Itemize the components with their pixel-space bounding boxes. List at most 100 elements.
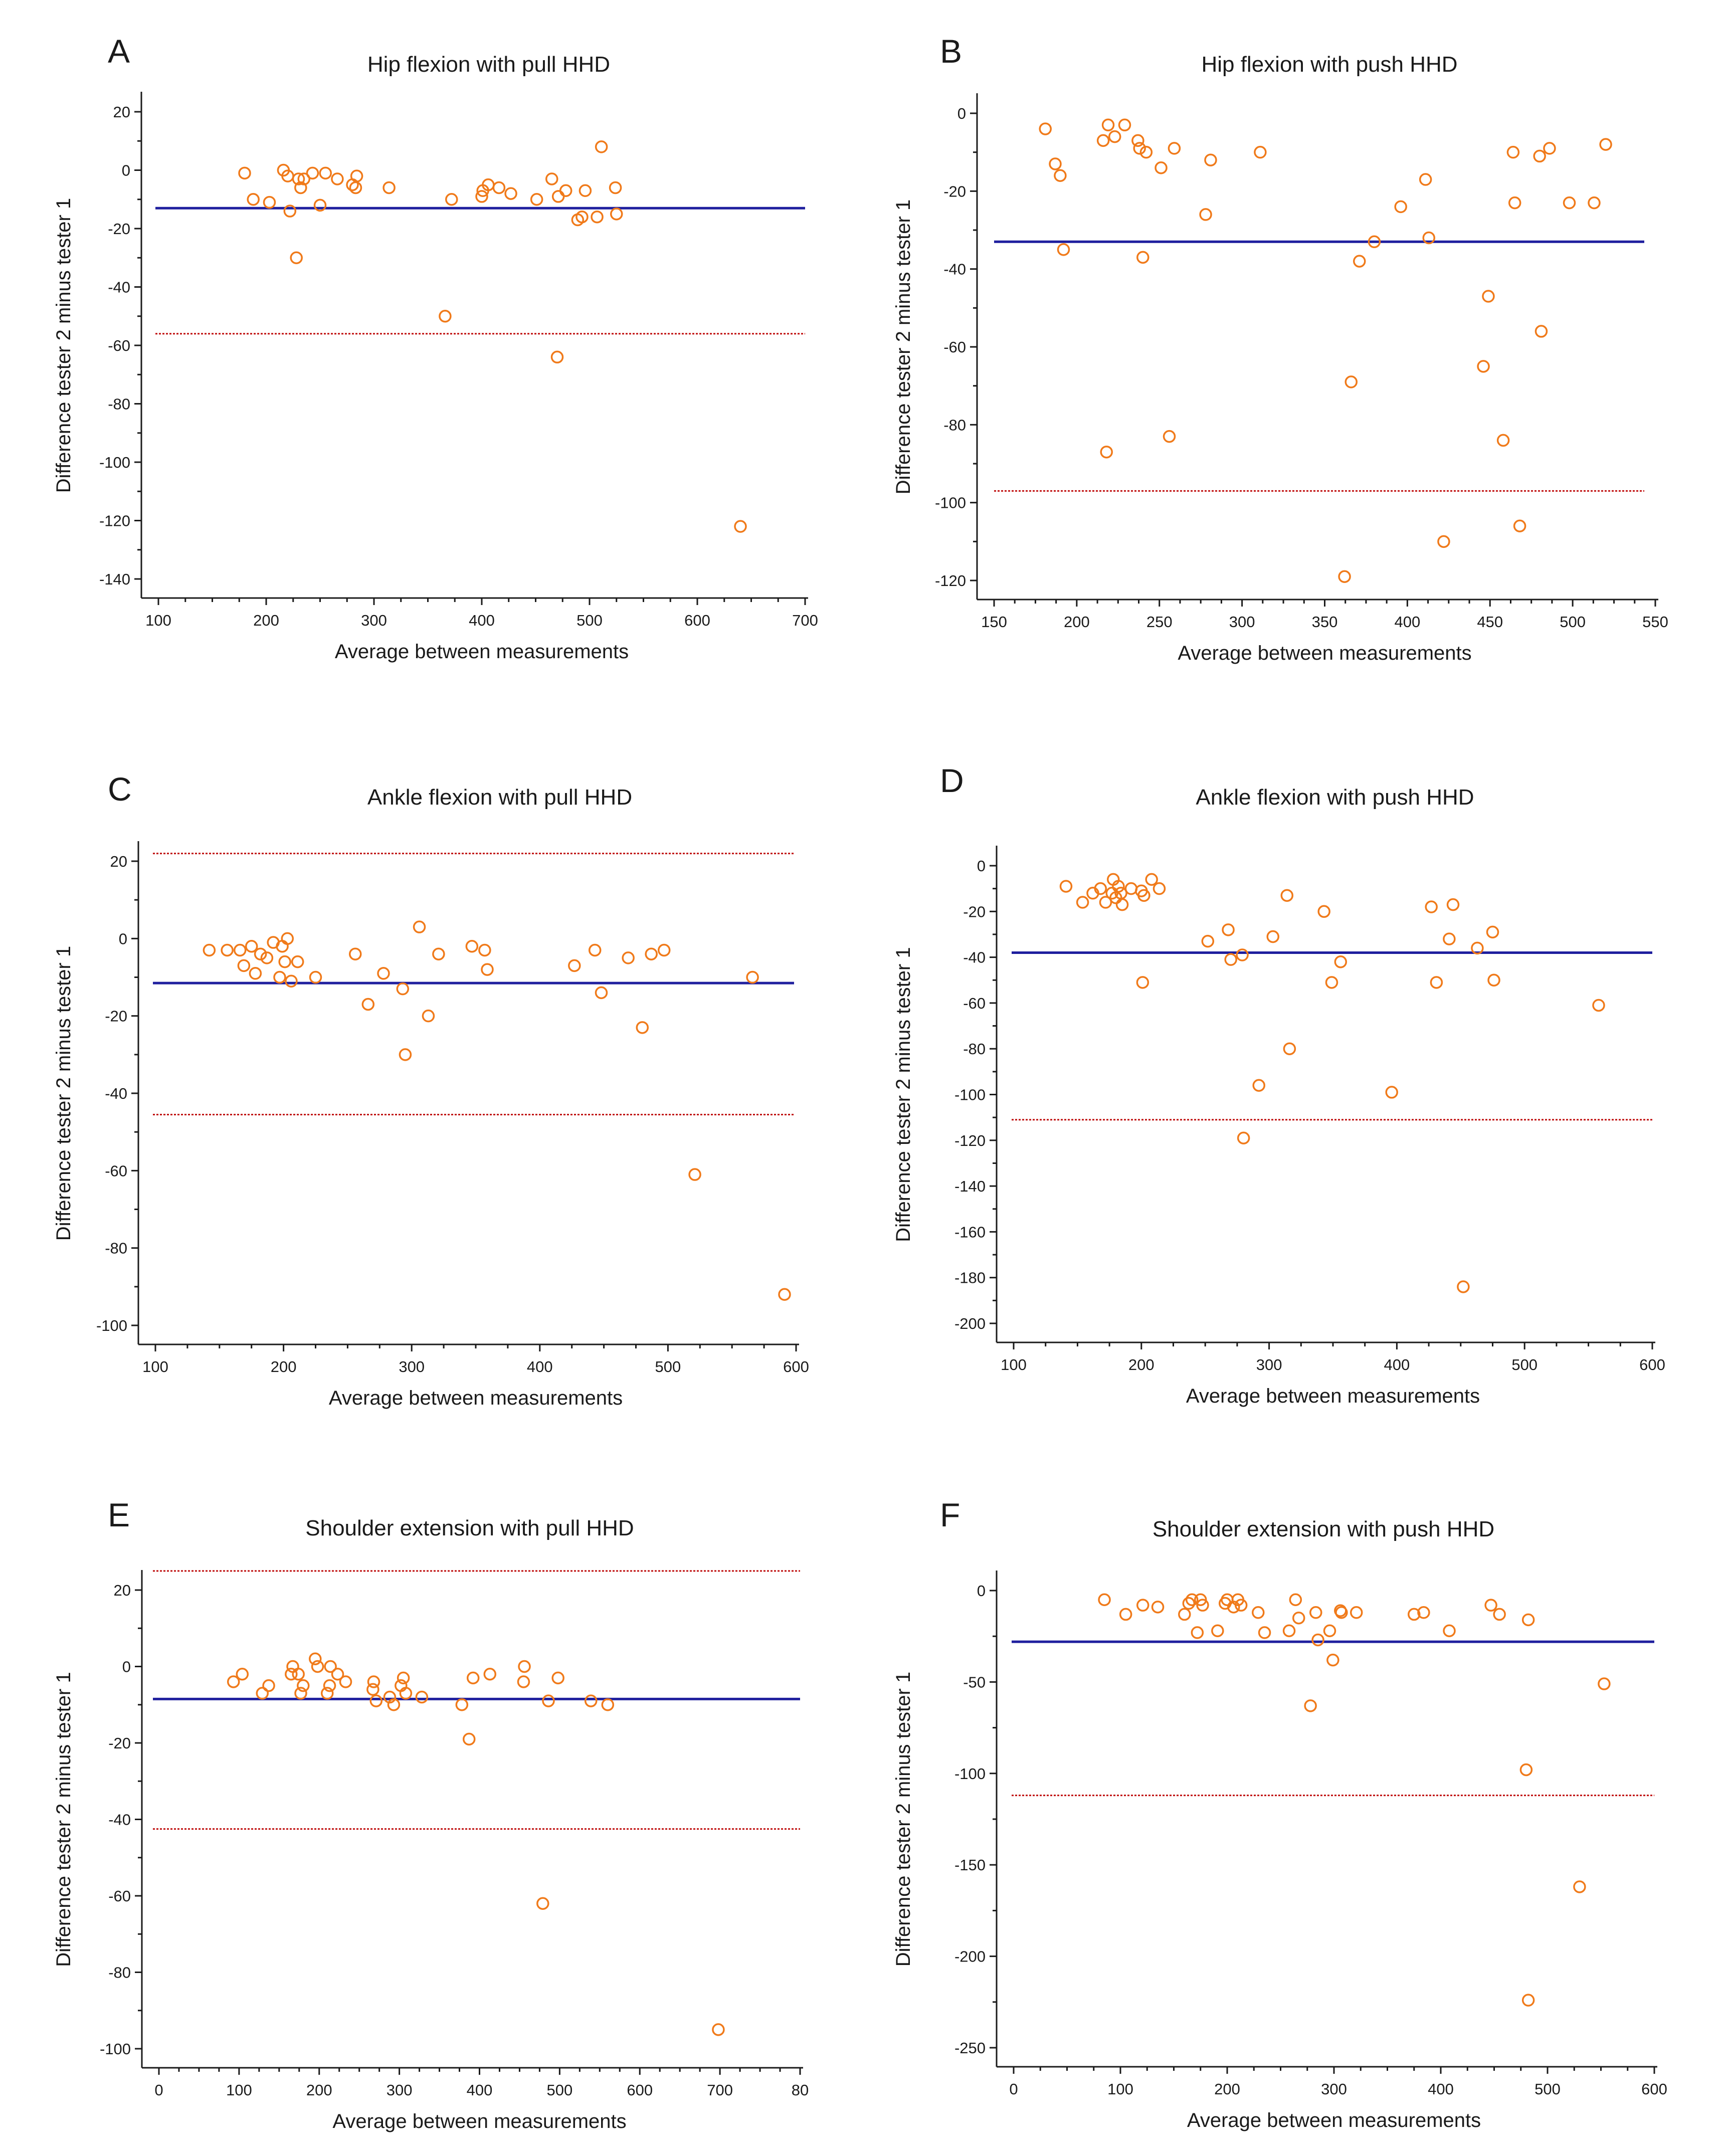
data-point xyxy=(281,932,294,945)
data-point xyxy=(262,1679,275,1692)
x-tick-label: 300 xyxy=(387,2081,413,2099)
y-tick-label: -140 xyxy=(99,570,130,588)
x-tick-label: 200 xyxy=(1214,2080,1240,2098)
data-point xyxy=(530,193,543,206)
data-point xyxy=(478,943,491,957)
x-tick-label: 400 xyxy=(467,2081,493,2099)
data-point xyxy=(1417,1606,1430,1619)
y-tick-label: -150 xyxy=(954,1856,986,1874)
data-point xyxy=(1252,1079,1265,1092)
data-point xyxy=(610,208,623,221)
data-point xyxy=(382,181,396,194)
data-point xyxy=(1136,976,1149,989)
chart-title: Shoulder extension with pull HHD xyxy=(305,1516,634,1540)
data-point xyxy=(1152,882,1166,895)
data-point xyxy=(278,955,291,968)
data-point xyxy=(462,1732,476,1746)
panel-a: A Hip flexion with pull HHD200-20-40-60-8… xyxy=(53,33,818,663)
data-point xyxy=(1422,231,1435,245)
data-point xyxy=(1289,1593,1302,1606)
data-point xyxy=(1099,896,1112,909)
y-tick-label: 20 xyxy=(114,1582,131,1599)
data-point xyxy=(734,520,747,533)
x-axis-label: Average between measurements xyxy=(1187,2109,1481,2131)
data-point xyxy=(396,982,410,996)
chart-title: Shoulder extension with push HHD xyxy=(1152,1517,1494,1541)
y-tick-label: -20 xyxy=(108,220,130,238)
data-point xyxy=(481,963,494,976)
data-point xyxy=(309,970,322,984)
y-tick-label: -100 xyxy=(96,1317,127,1334)
data-point xyxy=(291,955,304,968)
data-point xyxy=(1446,898,1460,911)
data-point xyxy=(1258,1626,1271,1639)
data-point xyxy=(591,210,604,224)
data-point xyxy=(712,2023,725,2036)
x-tick-label: 350 xyxy=(1312,613,1338,631)
data-point xyxy=(1477,360,1490,373)
x-tick-label: 0 xyxy=(154,2081,163,2099)
data-point xyxy=(1353,255,1366,268)
data-point xyxy=(518,1660,531,1673)
panel-d: D Ankle flexion with push HHD 0 -20 -40 -60 -8… xyxy=(892,762,1665,1407)
data-point xyxy=(1344,375,1358,388)
data-point xyxy=(1283,1042,1296,1055)
y-tick-label: 0 xyxy=(122,162,130,179)
data-point xyxy=(1049,157,1062,170)
data-point xyxy=(1563,196,1576,210)
data-point xyxy=(1115,898,1129,911)
y-axis-label: Difference tester 2 minus tester 1 xyxy=(892,1672,914,1967)
data-point xyxy=(1204,153,1217,166)
x-tick-label: 600 xyxy=(1641,2080,1667,2098)
data-point xyxy=(247,193,260,206)
data-point xyxy=(1282,1624,1296,1638)
data-point xyxy=(1108,130,1121,143)
data-point xyxy=(1482,290,1495,303)
data-point xyxy=(1118,118,1131,132)
data-point xyxy=(1196,1599,1209,1612)
y-tick-label: 20 xyxy=(110,853,127,870)
data-point xyxy=(1131,134,1144,147)
data-point xyxy=(1394,200,1407,214)
x-tick-label: 80 xyxy=(792,2081,809,2099)
data-point xyxy=(622,951,635,964)
data-point xyxy=(536,1897,549,1910)
data-point xyxy=(1338,570,1351,583)
y-tick-label: -60 xyxy=(108,337,130,354)
data-point xyxy=(349,181,362,194)
x-axis-label: Average between measurements xyxy=(1178,642,1471,664)
y-tick-label: -80 xyxy=(963,1040,986,1058)
x-tick-label: 300 xyxy=(399,1358,425,1376)
data-point xyxy=(1419,173,1432,186)
y-tick-label: -80 xyxy=(105,1240,127,1257)
data-point xyxy=(1292,1611,1305,1625)
data-point xyxy=(399,1687,413,1700)
data-point xyxy=(1425,900,1438,913)
panel-letter: F xyxy=(940,1496,960,1533)
x-tick-label: 150 xyxy=(981,613,1007,631)
data-point xyxy=(551,190,565,203)
y-tick-label: -40 xyxy=(943,261,966,278)
data-point xyxy=(309,1652,322,1665)
data-point xyxy=(366,1683,379,1696)
data-point xyxy=(237,959,251,972)
x-tick-label: 250 xyxy=(1146,613,1173,631)
x-tick-label: 400 xyxy=(469,612,495,629)
data-point xyxy=(413,920,426,933)
data-point xyxy=(517,1675,530,1688)
data-point xyxy=(542,1694,555,1707)
y-tick-label: -180 xyxy=(954,1269,986,1287)
data-point xyxy=(746,970,759,984)
data-point xyxy=(313,199,327,212)
data-point xyxy=(688,1168,701,1181)
x-tick-label: 200 xyxy=(1064,613,1090,631)
data-point xyxy=(377,967,390,980)
data-point xyxy=(588,943,602,957)
data-point xyxy=(1437,535,1450,548)
data-point xyxy=(1350,1606,1363,1619)
x-tick-label: 600 xyxy=(627,2081,653,2099)
data-point xyxy=(273,970,286,984)
data-point xyxy=(276,940,289,953)
x-tick-label: 500 xyxy=(547,2081,573,2099)
data-point xyxy=(1266,930,1279,943)
